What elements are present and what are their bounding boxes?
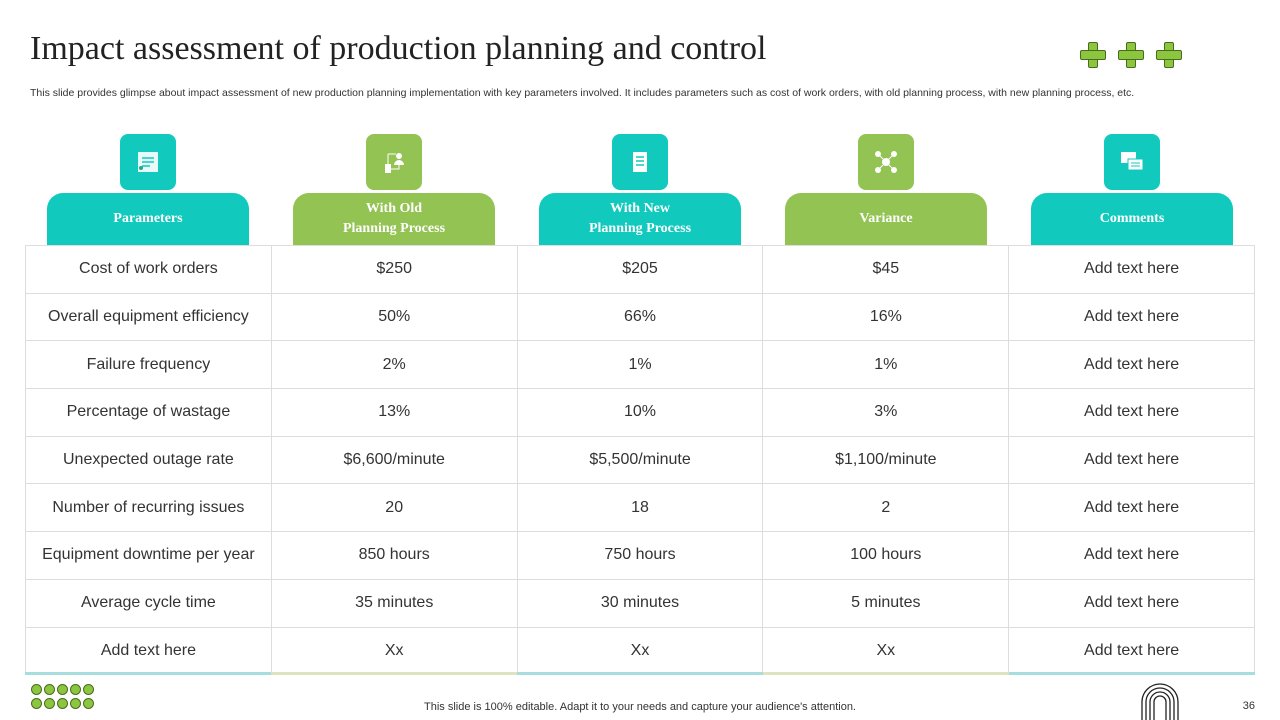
checklist-icon-box — [120, 134, 176, 190]
chat-bubbles-icon-box — [1104, 134, 1160, 190]
column-bottom-accent — [517, 672, 763, 675]
table-row: Failure frequency 2% 1% 1% Add text here — [25, 340, 1255, 390]
table-cell: 750 hours — [516, 531, 764, 580]
table-cell: 1% — [516, 340, 764, 390]
table-cell: 100 hours — [762, 531, 1010, 580]
table-cell: Overall equipment efficiency — [25, 292, 272, 342]
table-cell: 2 — [762, 483, 1010, 533]
page-number: 36 — [1242, 700, 1255, 712]
column-bottom-accent — [763, 672, 1009, 675]
table-cell: Xx — [516, 626, 764, 676]
table-cell: 35 minutes — [270, 578, 518, 628]
table-cell: Add text here — [1008, 626, 1255, 676]
comparison-table: Cost of work orders $250 $205 $45 Add text h… — [25, 245, 1255, 676]
table-cell: 50% — [270, 292, 518, 342]
table-cell: $6,600/minute — [270, 435, 518, 485]
document-list-icon-box — [612, 134, 668, 190]
document-list-icon — [633, 152, 647, 172]
table-cell: Cost of work orders — [25, 245, 272, 294]
table-cell: 30 minutes — [516, 578, 764, 628]
column-header: Variance — [785, 193, 987, 245]
column-header: Comments — [1031, 193, 1233, 245]
plus-icon — [1080, 42, 1106, 68]
table-cell: $1,100/minute — [762, 435, 1010, 485]
table-cell: Add text here — [1008, 388, 1255, 437]
table-cell: Add text here — [1008, 245, 1255, 294]
checklist-icon — [138, 152, 158, 172]
table-row: Overall equipment efficiency 50% 66% 16% Add… — [25, 292, 1255, 342]
arch-logo-icon — [1141, 683, 1179, 720]
table-row: Cost of work orders $250 $205 $45 Add text h… — [25, 245, 1255, 294]
table-cell: Percentage of wastage — [25, 388, 272, 437]
plus-icon — [1156, 42, 1182, 68]
chat-bubbles-icon — [1121, 152, 1144, 171]
table-row: Average cycle time 35 minutes 30 minutes 5 … — [25, 578, 1255, 628]
table-cell: $45 — [762, 245, 1010, 294]
decorative-plus-icons — [1080, 42, 1182, 68]
column-header: With Old Planning Process — [293, 193, 495, 245]
table-cell: Add text here — [1008, 483, 1255, 533]
flowchart-person-icon — [385, 153, 404, 173]
table-cell: 10% — [516, 388, 764, 437]
table-cell: 5 minutes — [762, 578, 1010, 628]
table-cell: Equipment downtime per year — [25, 531, 272, 580]
column-header: Parameters — [47, 193, 249, 245]
column-bottom-accent — [271, 672, 517, 675]
table-cell: Xx — [762, 626, 1010, 676]
table-row: Equipment downtime per year 850 hours 750 … — [25, 531, 1255, 580]
footer-text: This slide is 100% editable. Adapt it to… — [424, 701, 856, 713]
table-cell: Failure frequency — [25, 340, 272, 390]
table-cell: Xx — [270, 626, 518, 676]
table-cell: 1% — [762, 340, 1010, 390]
network-nodes-icon-box — [858, 134, 914, 190]
table-cell: 18 — [516, 483, 764, 533]
table-cell: Add text here — [1008, 435, 1255, 485]
table-cell: Number of recurring issues — [25, 483, 272, 533]
table-cell: 3% — [762, 388, 1010, 437]
slide-description: This slide provides glimpse about impact… — [30, 87, 1135, 99]
table-cell: Add text here — [1008, 531, 1255, 580]
table-cell: Add text here — [1008, 292, 1255, 342]
table-cell: 20 — [270, 483, 518, 533]
table-cell: 13% — [270, 388, 518, 437]
table-cell: Unexpected outage rate — [25, 435, 272, 485]
flowchart-person-icon-box — [366, 134, 422, 190]
table-cell: Add text here — [25, 626, 272, 676]
decorative-dots — [31, 684, 96, 709]
table-row: Percentage of wastage 13% 10% 3% Add text he… — [25, 388, 1255, 437]
table-cell: Add text here — [1008, 578, 1255, 628]
network-nodes-icon — [875, 151, 897, 173]
column-header: With New Planning Process — [539, 193, 741, 245]
table-cell: 16% — [762, 292, 1010, 342]
table-cell: $250 — [270, 245, 518, 294]
plus-icon — [1118, 42, 1144, 68]
table-row: Add text here Xx Xx Xx Add text here — [25, 626, 1255, 676]
table-row: Unexpected outage rate $6,600/minute $5,50… — [25, 435, 1255, 485]
table-cell: $5,500/minute — [516, 435, 764, 485]
table-cell: $205 — [516, 245, 764, 294]
table-cell: 850 hours — [270, 531, 518, 580]
slide-title: Impact assessment of production planning… — [30, 30, 767, 67]
table-cell: Add text here — [1008, 340, 1255, 390]
table-cell: 2% — [270, 340, 518, 390]
table-cell: 66% — [516, 292, 764, 342]
column-bottom-accent — [1009, 672, 1255, 675]
column-bottom-accent — [25, 672, 271, 675]
table-row: Number of recurring issues 20 18 2 Add text … — [25, 483, 1255, 533]
table-cell: Average cycle time — [25, 578, 272, 628]
